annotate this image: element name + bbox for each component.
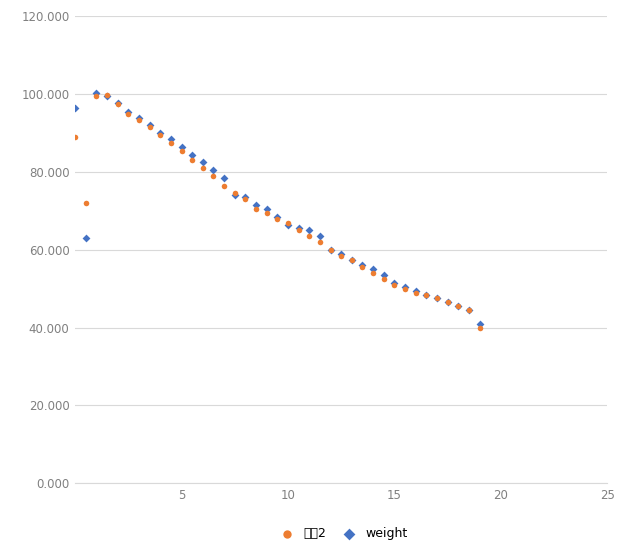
weight xyxy=(251,201,261,210)
weight xyxy=(230,191,240,200)
weight xyxy=(336,249,346,258)
weight xyxy=(379,271,389,279)
계열2 xyxy=(443,298,453,307)
weight xyxy=(389,278,399,287)
weight xyxy=(155,128,165,137)
계열2 xyxy=(177,146,187,155)
계열2 xyxy=(262,209,272,217)
weight xyxy=(272,212,282,221)
계열2 xyxy=(251,205,261,214)
계열2 xyxy=(283,218,293,227)
계열2 xyxy=(70,133,80,142)
계열2 xyxy=(155,131,165,139)
계열2 xyxy=(198,164,208,172)
계열2 xyxy=(379,274,389,283)
계열2 xyxy=(272,214,282,223)
weight xyxy=(315,232,325,240)
weight xyxy=(208,166,218,175)
계열2 xyxy=(294,226,304,235)
계열2 xyxy=(432,294,442,303)
계열2 xyxy=(357,263,367,272)
계열2 xyxy=(475,323,485,332)
weight xyxy=(240,193,250,201)
weight xyxy=(347,255,357,264)
weight xyxy=(134,114,144,123)
계열2 xyxy=(336,251,346,260)
계열2 xyxy=(123,109,133,118)
weight xyxy=(443,298,453,307)
계열2 xyxy=(102,91,112,99)
weight xyxy=(123,108,133,116)
계열2 xyxy=(421,290,431,299)
weight xyxy=(326,245,336,254)
계열2 xyxy=(347,255,357,264)
계열2 xyxy=(389,281,399,289)
weight xyxy=(368,265,378,273)
계열2 xyxy=(113,99,123,108)
weight xyxy=(177,142,187,151)
Legend: 계열2, weight: 계열2, weight xyxy=(270,522,413,545)
계열2 xyxy=(166,138,176,147)
weight xyxy=(70,103,80,112)
계열2 xyxy=(145,123,155,132)
weight xyxy=(219,173,229,182)
계열2 xyxy=(464,306,474,315)
계열2 xyxy=(91,92,101,100)
계열2 xyxy=(400,284,410,293)
계열2 xyxy=(315,238,325,247)
계열2 xyxy=(326,245,336,254)
weight xyxy=(453,302,463,311)
계열2 xyxy=(230,189,240,198)
계열2 xyxy=(368,268,378,277)
계열2 xyxy=(240,195,250,204)
weight xyxy=(304,226,314,235)
weight xyxy=(262,205,272,214)
계열2 xyxy=(134,115,144,124)
weight xyxy=(166,135,176,143)
weight xyxy=(81,234,91,243)
weight xyxy=(411,286,421,295)
계열2 xyxy=(187,156,197,165)
weight xyxy=(145,121,155,130)
weight xyxy=(421,290,431,299)
계열2 xyxy=(411,288,421,297)
계열2 xyxy=(81,199,91,208)
weight xyxy=(432,294,442,303)
계열2 xyxy=(208,171,218,180)
weight xyxy=(464,306,474,315)
weight xyxy=(91,89,101,98)
weight xyxy=(294,224,304,233)
weight xyxy=(283,220,293,229)
weight xyxy=(102,92,112,100)
weight xyxy=(113,98,123,107)
계열2 xyxy=(304,232,314,240)
weight xyxy=(198,158,208,167)
계열2 xyxy=(219,181,229,190)
weight xyxy=(187,150,197,159)
weight xyxy=(400,282,410,291)
계열2 xyxy=(453,302,463,311)
weight xyxy=(475,320,485,328)
weight xyxy=(357,261,367,270)
